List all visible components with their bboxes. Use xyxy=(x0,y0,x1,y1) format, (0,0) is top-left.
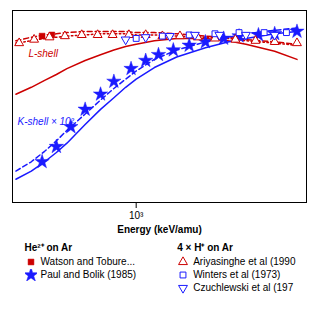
svg-text:10³: 10³ xyxy=(129,210,144,221)
html-text:Ariyasinghe et al (1990: Ariyasinghe et al (1990 xyxy=(193,256,296,267)
svg-text:L-shell: L-shell xyxy=(28,48,58,59)
html-text:4 × H⁺ on Ar: 4 × H⁺ on Ar xyxy=(177,242,233,253)
html-text:Paul and Bolik (1985): Paul and Bolik (1985) xyxy=(40,269,137,280)
html-text:Watson and Tobure...: Watson and Tobure... xyxy=(40,256,135,267)
html-text:Czuchlewski et al (197: Czuchlewski et al (197 xyxy=(193,282,294,293)
svg-text:K-shell × 10²: K-shell × 10² xyxy=(18,116,75,127)
svg-text:Energy (keV/amu): Energy (keV/amu) xyxy=(117,224,201,235)
html-text:He²⁺ on Ar: He²⁺ on Ar xyxy=(24,242,73,253)
html-text:Winters et al (1973): Winters et al (1973) xyxy=(193,269,281,280)
